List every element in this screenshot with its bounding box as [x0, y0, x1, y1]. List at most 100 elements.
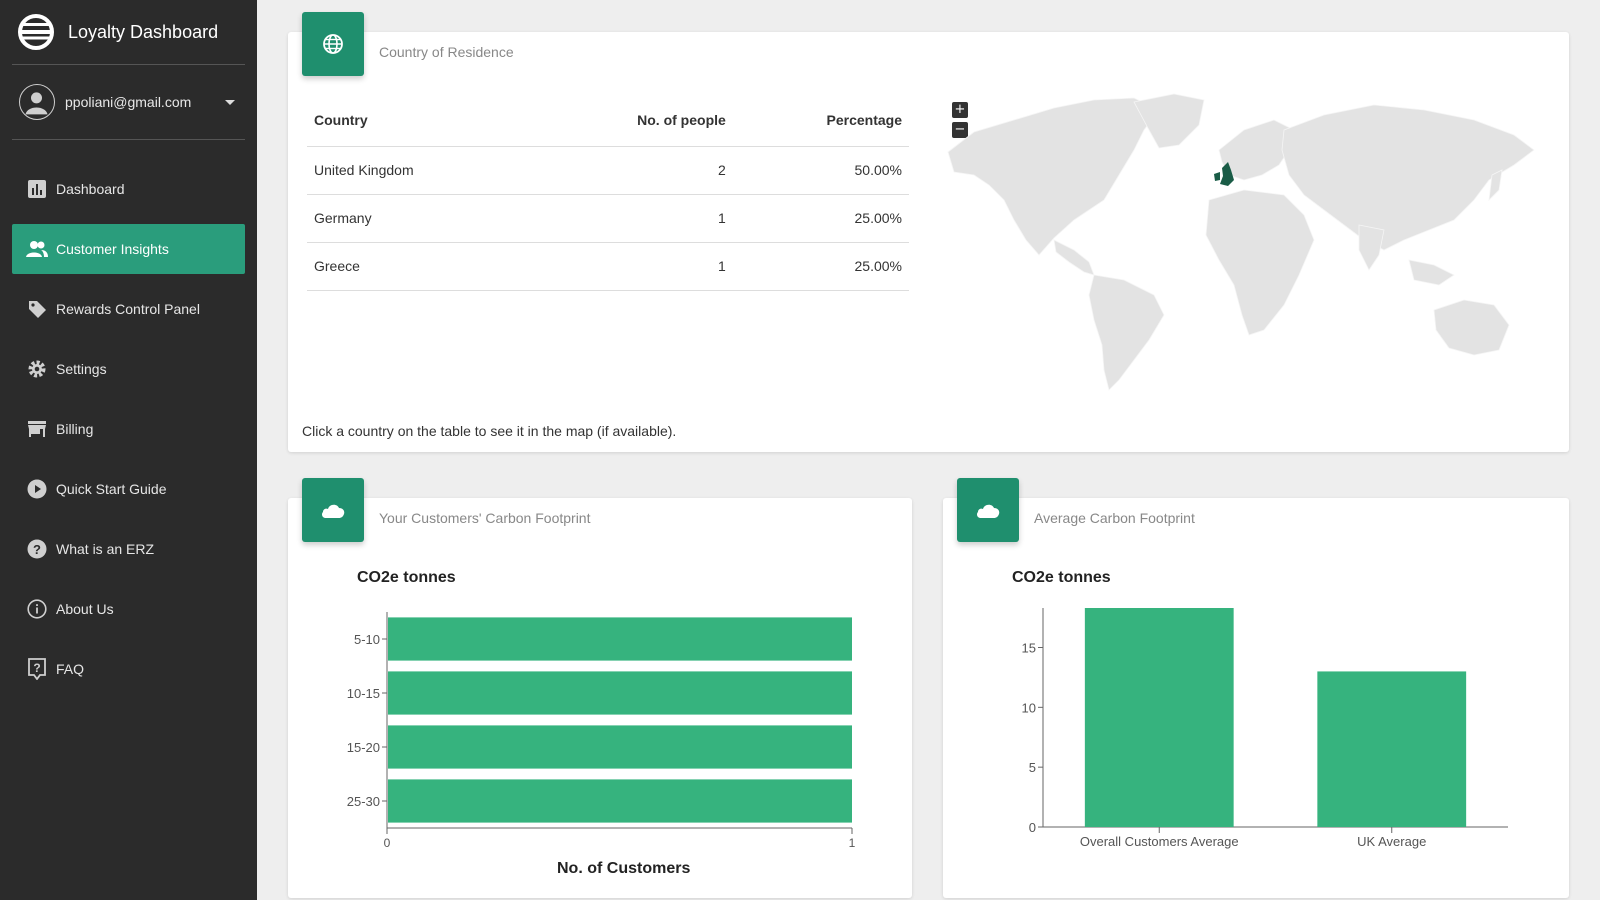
bar [388, 725, 852, 769]
y-tick-label: 10-15 [347, 686, 380, 701]
sidebar-nav: Dashboard Customer Insights Rewards Cont… [0, 164, 257, 694]
bar [388, 617, 852, 661]
y-tick-label: 5 [1029, 760, 1036, 775]
sidebar-item-rewards-control-panel[interactable]: Rewards Control Panel [12, 284, 245, 334]
cell-country: Germany [307, 194, 531, 243]
sidebar-item-label: About Us [56, 601, 114, 617]
info-icon [26, 598, 48, 620]
gear-icon [26, 358, 48, 380]
sidebar-item-label: Quick Start Guide [56, 481, 167, 497]
map-region-south-america [1088, 274, 1165, 391]
country-card-title: Country of Residence [379, 44, 514, 60]
cell-percentage: 25.00% [732, 242, 909, 291]
sidebar-item-quick-start-guide[interactable]: Quick Start Guide [12, 464, 245, 514]
map-region-india [1358, 224, 1385, 271]
cell-percentage: 25.00% [732, 194, 909, 243]
chart-title: CO2e tonnes [357, 569, 456, 586]
store-icon [26, 418, 48, 440]
sidebar-item-dashboard[interactable]: Dashboard [12, 164, 245, 214]
help-circle-icon: ? [26, 538, 48, 560]
column-header-people[interactable]: No. of people [530, 94, 733, 147]
sidebar-divider [12, 139, 245, 140]
y-tick-label: 10 [1022, 700, 1036, 715]
map-region-central-america [1053, 239, 1095, 276]
sidebar-item-label: Customer Insights [56, 241, 169, 257]
sidebar-item-label: Dashboard [56, 181, 125, 197]
y-tick-label: 25-30 [347, 794, 380, 809]
map-region-ireland [1214, 172, 1220, 181]
sidebar: Loyalty Dashboard ppoliani@gmail.com Das… [0, 0, 257, 900]
sidebar-item-about-us[interactable]: About Us [12, 584, 245, 634]
average-card-title: Average Carbon Footprint [1034, 510, 1195, 526]
cell-people: 1 [530, 194, 733, 243]
sidebar-item-faq[interactable]: ? FAQ [12, 644, 245, 694]
brand[interactable]: Loyalty Dashboard [0, 0, 257, 64]
horizontal-bar-chart: 5-10 10-15 15-20 25-30 0 1 [347, 612, 856, 850]
user-email: ppoliani@gmail.com [65, 94, 192, 110]
play-circle-icon [26, 478, 48, 500]
cell-country: Greece [307, 242, 531, 291]
cell-people: 2 [530, 146, 733, 195]
sidebar-item-billing[interactable]: Billing [12, 404, 245, 454]
column-header-percentage[interactable]: Percentage [732, 94, 909, 147]
map-hint-text: Click a country on the table to see it i… [302, 423, 677, 439]
svg-text:?: ? [33, 661, 40, 675]
x-tick-label: Overall Customers Average [1080, 834, 1239, 849]
app-logo-icon [18, 14, 54, 50]
bar [1317, 671, 1467, 827]
help-box-icon: ? [26, 658, 48, 680]
map-region-north-america [947, 97, 1160, 256]
map-region-southeast-asia [1408, 259, 1455, 286]
globe-icon [302, 12, 364, 76]
sidebar-item-settings[interactable]: Settings [12, 344, 245, 394]
table-row[interactable]: Germany 1 25.00% [307, 194, 909, 243]
vertical-bar-chart: 0 5 10 15 Overall Customers Average UK Averag… [1022, 608, 1508, 849]
people-icon [26, 238, 48, 260]
x-axis-label: No. of Customers [557, 860, 691, 877]
map-region-australia [1433, 299, 1510, 356]
user-menu[interactable]: ppoliani@gmail.com [0, 65, 257, 139]
country-table: Country No. of people Percentage United … [307, 94, 909, 291]
cell-percentage: 50.00% [732, 146, 909, 195]
footprint-card-title: Your Customers' Carbon Footprint [379, 510, 591, 526]
map-region-united-kingdom [1220, 162, 1234, 186]
tag-icon [26, 298, 48, 320]
cloud-icon [302, 478, 364, 542]
bar-chart-icon [26, 178, 48, 200]
map-region-africa [1205, 189, 1315, 336]
table-row[interactable]: United Kingdom 2 50.00% [307, 146, 909, 195]
chevron-down-icon[interactable] [225, 99, 235, 105]
x-tick-label: 1 [849, 836, 856, 850]
map-region-greenland [1133, 93, 1205, 149]
y-tick-label: 15-20 [347, 740, 380, 755]
sidebar-item-what-is-an-erz[interactable]: ? What is an ERZ [12, 524, 245, 574]
avatar [19, 84, 55, 120]
sidebar-item-customer-insights[interactable]: Customer Insights [12, 224, 245, 274]
sidebar-item-label: FAQ [56, 661, 85, 677]
y-tick-label: 5-10 [354, 632, 380, 647]
bar [388, 671, 852, 715]
sidebar-item-label: What is an ERZ [56, 541, 155, 557]
chart-title: CO2e tonnes [1012, 569, 1111, 586]
table-header-row: Country No. of people Percentage [307, 94, 909, 147]
cell-people: 1 [530, 242, 733, 291]
column-header-country[interactable]: Country [307, 94, 531, 147]
y-tick-label: 0 [1029, 820, 1036, 835]
bar [1084, 608, 1234, 827]
bar [388, 779, 852, 823]
map-zoom-in-button[interactable]: + [952, 102, 968, 118]
map-zoom-out-button[interactable]: − [952, 122, 968, 138]
x-tick-label: 0 [384, 836, 391, 850]
x-tick-label: UK Average [1357, 834, 1426, 849]
y-tick-label: 15 [1022, 640, 1036, 655]
map-region-asia [1281, 104, 1535, 251]
sidebar-item-label: Billing [56, 421, 94, 437]
world-map[interactable] [944, 90, 1550, 400]
map-region-japan [1488, 169, 1503, 202]
cloud-icon [957, 478, 1019, 542]
table-row[interactable]: Greece 1 25.00% [307, 242, 909, 291]
svg-text:?: ? [33, 542, 41, 557]
sidebar-divider [12, 64, 245, 65]
sidebar-item-label: Rewards Control Panel [56, 301, 200, 317]
cell-country: United Kingdom [307, 146, 531, 195]
